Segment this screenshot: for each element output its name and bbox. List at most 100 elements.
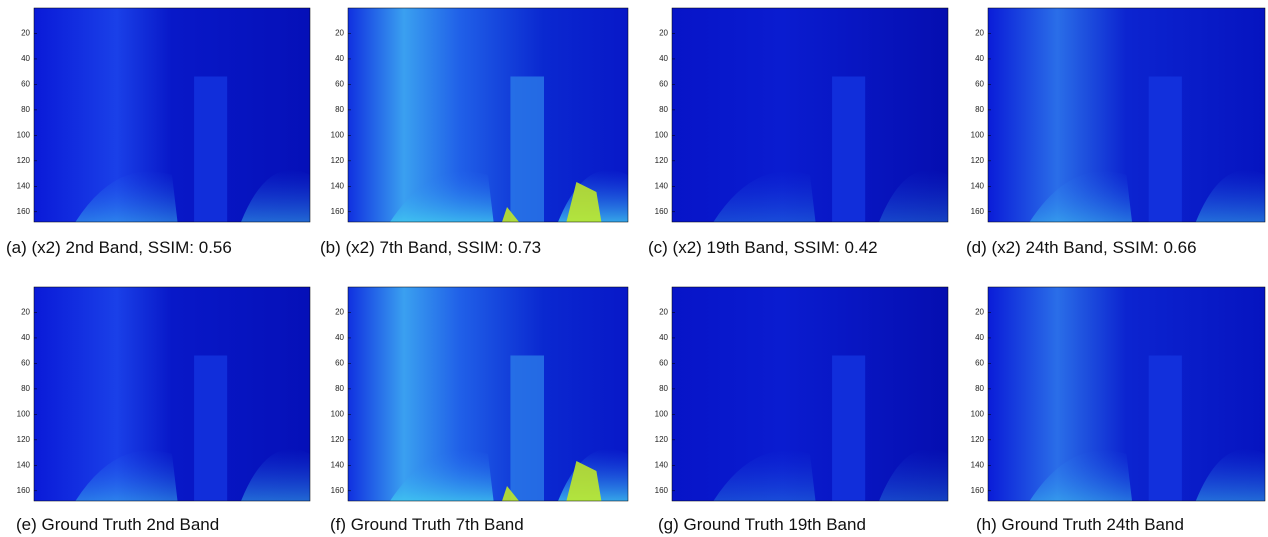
y-tick-label: 140 [971,181,985,190]
y-tick-label: 60 [21,80,30,89]
image-post [832,76,866,222]
y-tick-label: 40 [975,54,984,63]
y-tick-label: 100 [971,409,985,418]
y-tick-label: 120 [971,435,985,444]
y-tick-label: 20 [335,308,344,317]
y-tick-label: 140 [331,460,345,469]
y-tick-label: 100 [331,130,345,139]
y-tick-label: 160 [17,486,31,495]
y-tick-label: 40 [975,333,984,342]
y-tick-label: 20 [975,29,984,38]
y-tick-label: 160 [971,207,985,216]
y-tick-label: 80 [975,384,984,393]
panel: 20 40 60 80 100 120 140 160 (b) (x2) 7th Band, S… [320,7,629,257]
y-tick-label: 80 [659,384,668,393]
y-tick-label: 120 [655,156,669,165]
image-foliage [75,448,311,501]
y-tick-label: 80 [21,384,30,393]
image-foliage [1029,448,1265,501]
image-frame [33,286,311,502]
panel: 20 40 60 80 100 120 140 160 (e) Ground Truth 2nd… [16,286,311,534]
y-tick-label: 100 [655,130,669,139]
y-tick-label: 160 [17,207,31,216]
y-tick-label: 40 [659,333,668,342]
image-post [1148,76,1182,222]
y-tick-label: 100 [17,409,31,418]
image-highlight [502,461,602,501]
image-foliage [75,169,311,222]
y-tick-label: 140 [17,181,31,190]
y-tick-label: 160 [971,486,985,495]
y-tick-label: 160 [655,486,669,495]
caption: (f) Ground Truth 7th Band [330,515,524,534]
caption: (h) Ground Truth 24th Band [976,515,1184,534]
image-foliage [390,448,628,501]
y-tick-label: 120 [17,435,31,444]
y-tick-label: 160 [331,207,345,216]
y-tick-label: 120 [331,156,345,165]
image-frame [33,7,311,223]
image-post [510,76,544,222]
y-tick-label: 120 [17,156,31,165]
y-tick-label: 60 [21,359,30,368]
caption: (c) (x2) 19th Band, SSIM: 0.42 [648,238,878,257]
y-tick-label: 140 [971,460,985,469]
y-tick-label: 80 [975,105,984,114]
y-tick-label: 60 [975,80,984,89]
y-tick-label: 60 [975,359,984,368]
image-foliage [713,169,948,222]
image-post [510,355,544,501]
image-frame [987,286,1266,502]
y-tick-label: 60 [335,80,344,89]
y-tick-label: 160 [331,486,345,495]
image-post [832,355,866,501]
image-foliage [1029,169,1265,222]
y-tick-label: 140 [655,181,669,190]
panel: 20 40 60 80 100 120 140 160 (g) Ground Truth 19t… [655,286,949,534]
y-tick-label: 20 [21,308,30,317]
y-tick-label: 20 [659,29,668,38]
y-tick-label: 60 [335,359,344,368]
image-highlight [502,182,602,222]
image-frame [987,7,1266,223]
image-post [194,355,228,501]
y-tick-label: 40 [335,54,344,63]
y-tick-label: 100 [17,130,31,139]
y-tick-label: 100 [331,409,345,418]
y-tick-label: 20 [975,308,984,317]
y-tick-label: 100 [971,130,985,139]
y-tick-label: 140 [17,460,31,469]
image-frame [671,286,949,502]
y-tick-label: 40 [21,333,30,342]
y-tick-label: 20 [659,308,668,317]
y-tick-label: 80 [659,105,668,114]
image-frame [671,7,949,223]
caption: (g) Ground Truth 19th Band [658,515,866,534]
caption: (a) (x2) 2nd Band, SSIM: 0.56 [6,238,232,257]
y-tick-label: 80 [335,105,344,114]
image-frame [347,7,629,223]
y-tick-label: 160 [655,207,669,216]
y-tick-label: 120 [655,435,669,444]
panel: 20 40 60 80 100 120 140 160 (f) Ground Truth 7th… [330,286,629,534]
y-tick-label: 60 [659,80,668,89]
y-tick-label: 140 [331,181,345,190]
panel: 20 40 60 80 100 120 140 160 (d) (x2) 24th Band, … [966,7,1266,257]
y-tick-label: 80 [335,384,344,393]
image-foliage [390,169,628,222]
caption: (d) (x2) 24th Band, SSIM: 0.66 [966,238,1197,257]
y-tick-label: 120 [971,156,985,165]
y-tick-label: 100 [655,409,669,418]
image-post [1148,355,1182,501]
y-tick-label: 120 [331,435,345,444]
panel: 20 40 60 80 100 120 140 160 (c) (x2) 19th Band, … [648,7,949,257]
y-tick-label: 40 [335,333,344,342]
y-tick-label: 140 [655,460,669,469]
y-tick-label: 20 [21,29,30,38]
image-frame [347,286,629,502]
panel: 20 40 60 80 100 120 140 160 (h) Ground Truth 24t… [971,286,1266,534]
caption: (b) (x2) 7th Band, SSIM: 0.73 [320,238,541,257]
image-foliage [713,448,948,501]
caption: (e) Ground Truth 2nd Band [16,515,219,534]
